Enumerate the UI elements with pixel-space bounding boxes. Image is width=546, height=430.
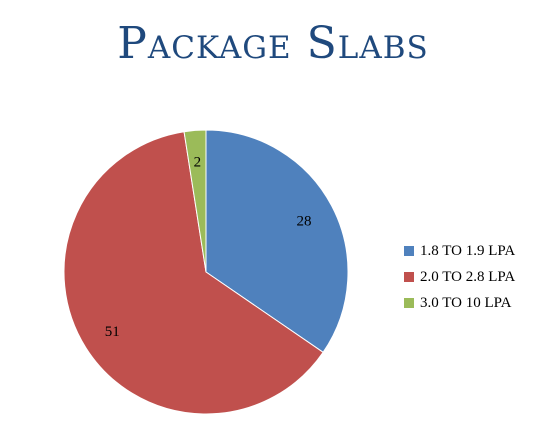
legend-label-1: 2.0 TO 2.8 LPA xyxy=(420,268,516,285)
legend: 1.8 TO 1.9 LPA 2.0 TO 2.8 LPA 3.0 TO 10 … xyxy=(404,238,515,316)
legend-label-0: 1.8 TO 1.9 LPA xyxy=(420,242,516,259)
legend-swatch-2 xyxy=(404,298,414,308)
pie-slice-0 xyxy=(205,129,349,354)
data-label-0: 28 xyxy=(296,213,311,229)
legend-item-2: 3.0 TO 10 LPA xyxy=(404,290,515,316)
pie-slice-2 xyxy=(183,129,207,273)
legend-swatch-1 xyxy=(404,272,414,282)
data-label-2: 2 xyxy=(194,155,202,171)
legend-item-1: 2.0 TO 2.8 LPA xyxy=(404,264,515,290)
data-label-1: 51 xyxy=(105,324,120,340)
pie-slice-1 xyxy=(63,131,324,415)
chart-title: Package Slabs xyxy=(117,18,429,69)
legend-swatch-0 xyxy=(404,246,414,256)
legend-item-0: 1.8 TO 1.9 LPA xyxy=(404,238,515,264)
legend-label-2: 3.0 TO 10 LPA xyxy=(420,294,512,311)
